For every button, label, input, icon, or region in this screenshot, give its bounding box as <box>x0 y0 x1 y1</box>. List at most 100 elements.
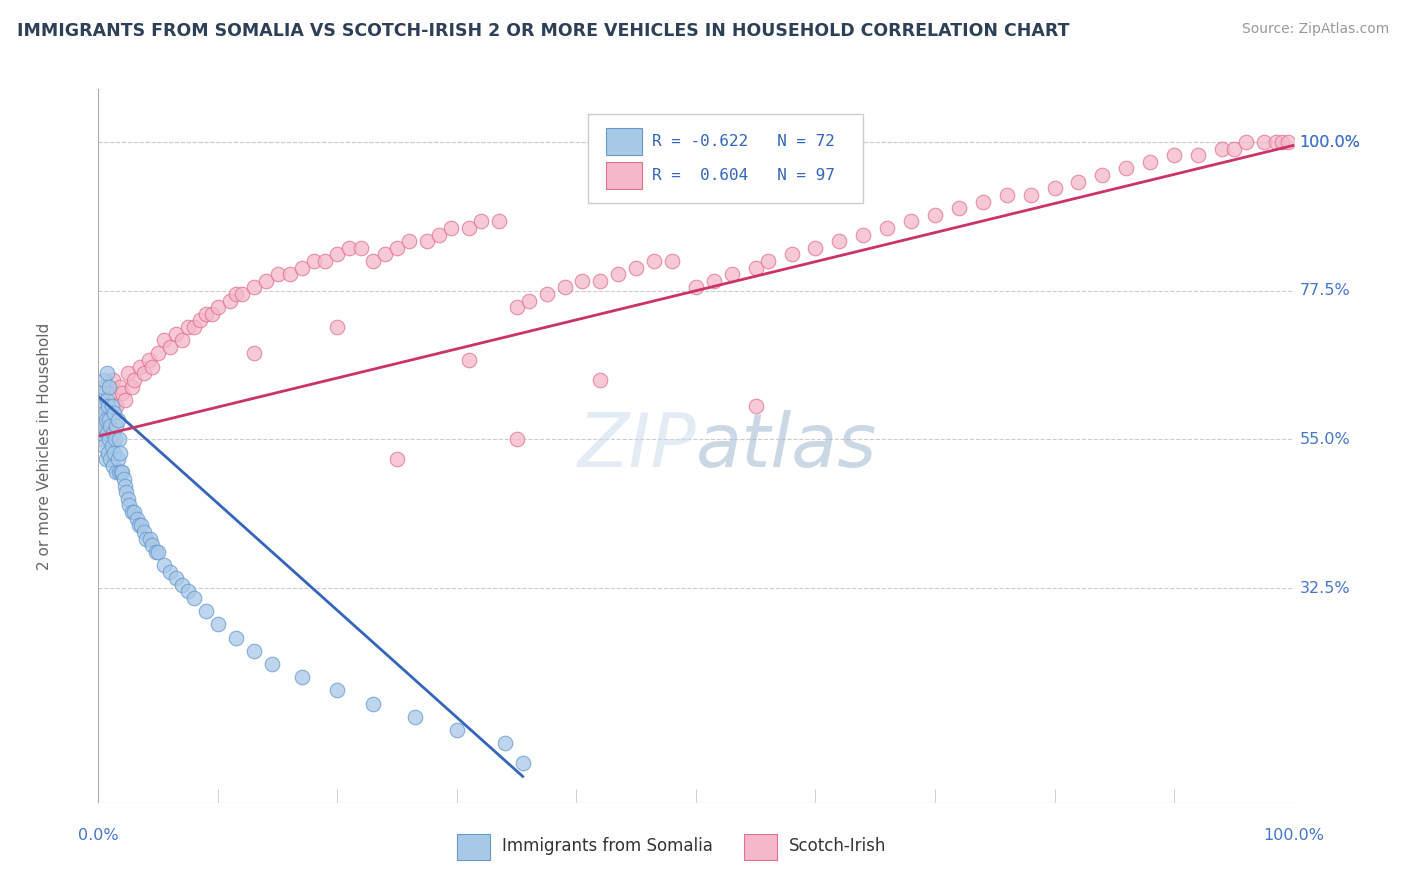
Point <box>446 723 468 738</box>
Point <box>93 400 115 414</box>
Point <box>105 466 128 480</box>
Point <box>141 538 163 552</box>
Point <box>94 452 117 467</box>
Point <box>404 710 426 724</box>
Point <box>98 433 121 447</box>
Point <box>1091 168 1114 182</box>
Point <box>165 326 187 341</box>
Point <box>1043 181 1066 195</box>
Point <box>103 406 125 420</box>
Point <box>98 452 122 467</box>
Point <box>1277 135 1299 149</box>
Point <box>924 208 946 222</box>
Point <box>1253 135 1275 149</box>
Point <box>506 300 529 314</box>
Point <box>416 234 439 248</box>
Text: R = -0.622   N = 72: R = -0.622 N = 72 <box>652 134 835 149</box>
Point <box>517 293 540 308</box>
Point <box>183 320 205 334</box>
Point <box>93 406 115 420</box>
Point <box>121 379 143 393</box>
Point <box>745 260 768 275</box>
Point <box>124 373 146 387</box>
Point <box>101 425 124 440</box>
Point <box>107 466 129 480</box>
Point <box>159 340 181 354</box>
Point <box>207 300 229 314</box>
Point <box>103 445 125 459</box>
Point <box>948 201 970 215</box>
Point <box>121 505 143 519</box>
Text: Scotch-Irish: Scotch-Irish <box>789 837 887 855</box>
Text: 100.0%: 100.0% <box>1263 828 1324 843</box>
Point <box>225 631 247 645</box>
Point <box>139 532 162 546</box>
Point <box>89 425 111 440</box>
Text: R =  0.604   N = 97: R = 0.604 N = 97 <box>652 168 835 183</box>
Point <box>243 280 266 294</box>
Point <box>107 412 129 426</box>
Point <box>115 485 138 500</box>
Point <box>607 267 630 281</box>
Point <box>98 419 122 434</box>
Point <box>243 346 266 360</box>
Point <box>1115 161 1137 176</box>
Point <box>643 254 665 268</box>
Point <box>91 433 114 447</box>
Point <box>745 400 768 414</box>
Point <box>703 274 725 288</box>
Point <box>291 260 314 275</box>
Point <box>661 254 683 268</box>
Point <box>135 532 157 546</box>
Point <box>108 379 131 393</box>
Point <box>589 274 612 288</box>
Point <box>129 359 152 374</box>
Point <box>96 425 118 440</box>
Point <box>148 346 170 360</box>
Point <box>828 234 851 248</box>
Point <box>148 545 170 559</box>
Point <box>385 241 409 255</box>
Point <box>101 373 124 387</box>
Point <box>267 267 290 281</box>
Point <box>153 558 176 572</box>
Point <box>94 412 117 426</box>
Point <box>900 214 922 228</box>
Point <box>183 591 205 605</box>
Point <box>427 227 450 242</box>
Point <box>571 274 593 288</box>
Point <box>107 433 129 447</box>
Point <box>93 373 115 387</box>
Point <box>374 247 396 261</box>
Point <box>201 307 224 321</box>
Point <box>98 412 121 426</box>
Point <box>110 466 132 480</box>
Point <box>494 736 516 750</box>
Point <box>302 254 325 268</box>
Point <box>804 241 827 255</box>
FancyBboxPatch shape <box>589 114 863 203</box>
Point <box>721 267 744 281</box>
Point <box>589 373 612 387</box>
Point <box>111 386 134 401</box>
Point <box>145 545 167 559</box>
Point <box>132 524 155 539</box>
Point <box>626 260 648 275</box>
Point <box>105 419 128 434</box>
Point <box>117 367 139 381</box>
Point <box>91 386 114 401</box>
Point <box>172 578 194 592</box>
Point <box>363 697 385 711</box>
Point <box>1264 135 1286 149</box>
Point <box>207 617 229 632</box>
Point <box>125 511 148 525</box>
Point <box>1163 148 1185 162</box>
FancyBboxPatch shape <box>457 834 491 860</box>
Point <box>98 386 122 401</box>
Point <box>1187 148 1209 162</box>
Point <box>117 491 139 506</box>
Point <box>554 280 576 294</box>
Point <box>685 280 707 294</box>
Point <box>278 267 301 281</box>
Text: ZIP: ZIP <box>578 410 696 482</box>
